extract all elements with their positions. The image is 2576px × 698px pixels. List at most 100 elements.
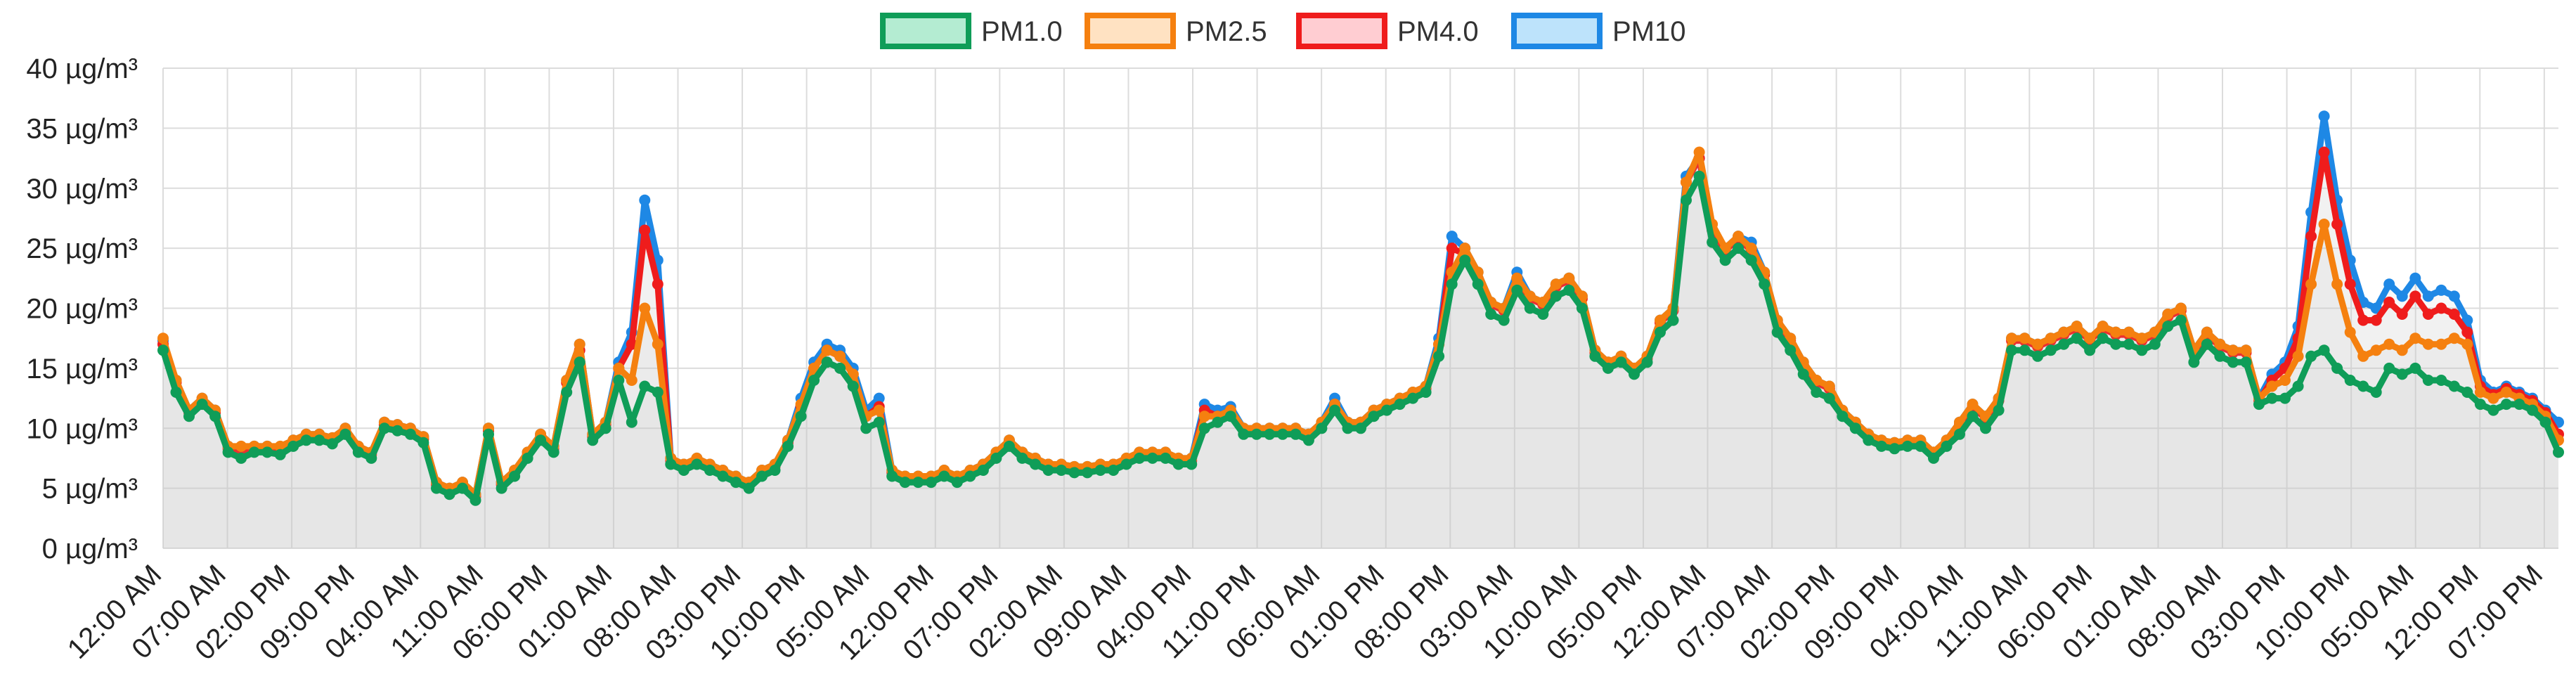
data-point[interactable] — [2175, 314, 2187, 326]
data-point[interactable] — [2188, 356, 2200, 368]
data-point[interactable] — [2331, 219, 2343, 230]
data-point[interactable] — [1655, 314, 1666, 326]
data-point[interactable] — [235, 452, 247, 464]
data-point[interactable] — [2305, 350, 2317, 362]
legend-item-pm2-5[interactable]: PM2.5 — [1085, 13, 1267, 49]
data-point[interactable] — [1655, 326, 1666, 338]
data-point[interactable] — [1849, 422, 1861, 434]
data-point[interactable] — [2396, 368, 2408, 380]
data-point[interactable] — [652, 278, 664, 290]
data-point[interactable] — [1941, 440, 1953, 452]
data-point[interactable] — [1016, 452, 1028, 464]
data-point[interactable] — [1302, 434, 1314, 446]
data-point[interactable] — [2331, 278, 2343, 290]
data-point[interactable] — [1459, 243, 1471, 254]
data-point[interactable] — [2448, 309, 2460, 320]
data-point[interactable] — [2344, 278, 2356, 290]
data-point[interactable] — [2435, 302, 2447, 314]
data-point[interactable] — [2422, 375, 2434, 386]
data-point[interactable] — [899, 477, 911, 489]
data-point[interactable] — [1759, 278, 1771, 290]
data-point[interactable] — [1511, 272, 1523, 284]
data-point[interactable] — [730, 477, 742, 489]
data-point[interactable] — [2500, 387, 2512, 398]
data-point[interactable] — [938, 470, 950, 482]
data-point[interactable] — [2318, 219, 2330, 230]
data-point[interactable] — [1667, 314, 1679, 326]
data-point[interactable] — [2110, 338, 2122, 350]
data-point[interactable] — [2396, 290, 2408, 302]
data-point[interactable] — [1042, 465, 1054, 476]
data-point[interactable] — [2279, 375, 2291, 386]
data-point[interactable] — [2435, 284, 2447, 296]
data-point[interactable] — [1146, 452, 1158, 464]
data-point[interactable] — [756, 470, 768, 482]
data-point[interactable] — [2175, 302, 2187, 314]
data-point[interactable] — [1276, 428, 1288, 440]
data-point[interactable] — [1823, 380, 1835, 392]
data-point[interactable] — [1745, 254, 1757, 266]
data-point[interactable] — [1446, 231, 1458, 243]
data-point[interactable] — [2383, 297, 2395, 308]
data-point[interactable] — [1407, 392, 1419, 404]
data-point[interactable] — [2396, 309, 2408, 320]
data-point[interactable] — [2279, 392, 2291, 404]
data-point[interactable] — [2123, 326, 2135, 338]
data-point[interactable] — [1589, 350, 1601, 362]
data-point[interactable] — [1329, 404, 1340, 416]
data-point[interactable] — [652, 387, 664, 398]
data-point[interactable] — [209, 411, 221, 422]
data-point[interactable] — [1693, 146, 1705, 158]
data-point[interactable] — [1954, 428, 1965, 440]
data-point[interactable] — [248, 446, 260, 458]
data-point[interactable] — [2318, 110, 2330, 122]
data-point[interactable] — [1693, 170, 1705, 182]
data-point[interactable] — [639, 194, 651, 206]
data-point[interactable] — [2474, 387, 2486, 398]
data-point[interactable] — [1433, 350, 1445, 362]
data-point[interactable] — [769, 465, 781, 476]
data-point[interactable] — [860, 422, 872, 434]
data-point[interactable] — [2214, 338, 2226, 350]
data-point[interactable] — [704, 465, 716, 476]
data-point[interactable] — [834, 350, 846, 362]
data-point[interactable] — [2383, 338, 2395, 350]
data-point[interactable] — [170, 387, 182, 398]
data-point[interactable] — [925, 477, 937, 489]
data-point[interactable] — [2500, 399, 2512, 411]
data-point[interactable] — [652, 338, 664, 350]
legend-item-pm1-0[interactable]: PM1.0 — [880, 13, 1063, 49]
data-point[interactable] — [873, 404, 885, 416]
data-point[interactable] — [2409, 272, 2421, 284]
data-point[interactable] — [431, 482, 442, 494]
data-point[interactable] — [873, 416, 885, 428]
data-point[interactable] — [1030, 458, 1041, 470]
data-point[interactable] — [1068, 467, 1080, 479]
data-point[interactable] — [2409, 362, 2421, 374]
data-point[interactable] — [561, 387, 573, 398]
data-point[interactable] — [404, 428, 416, 440]
data-point[interactable] — [2097, 332, 2109, 344]
data-point[interactable] — [522, 452, 533, 464]
data-point[interactable] — [2292, 350, 2304, 362]
data-point[interactable] — [1172, 458, 1184, 470]
data-point[interactable] — [743, 482, 755, 494]
data-point[interactable] — [665, 458, 677, 470]
data-point[interactable] — [1615, 356, 1627, 368]
data-point[interactable] — [2201, 326, 2213, 338]
data-point[interactable] — [2214, 350, 2226, 362]
data-point[interactable] — [457, 482, 468, 494]
data-point[interactable] — [326, 438, 338, 450]
data-point[interactable] — [2409, 290, 2421, 302]
legend-item-pm4-0[interactable]: PM4.0 — [1296, 13, 1479, 49]
data-point[interactable] — [1602, 362, 1614, 374]
data-point[interactable] — [574, 356, 585, 368]
data-point[interactable] — [782, 440, 794, 452]
data-point[interactable] — [613, 362, 625, 374]
data-point[interactable] — [795, 411, 807, 422]
data-point[interactable] — [1368, 411, 1380, 422]
data-point[interactable] — [1745, 243, 1757, 254]
data-point[interactable] — [2058, 326, 2070, 338]
data-point[interactable] — [2201, 338, 2213, 350]
data-point[interactable] — [1003, 440, 1015, 452]
